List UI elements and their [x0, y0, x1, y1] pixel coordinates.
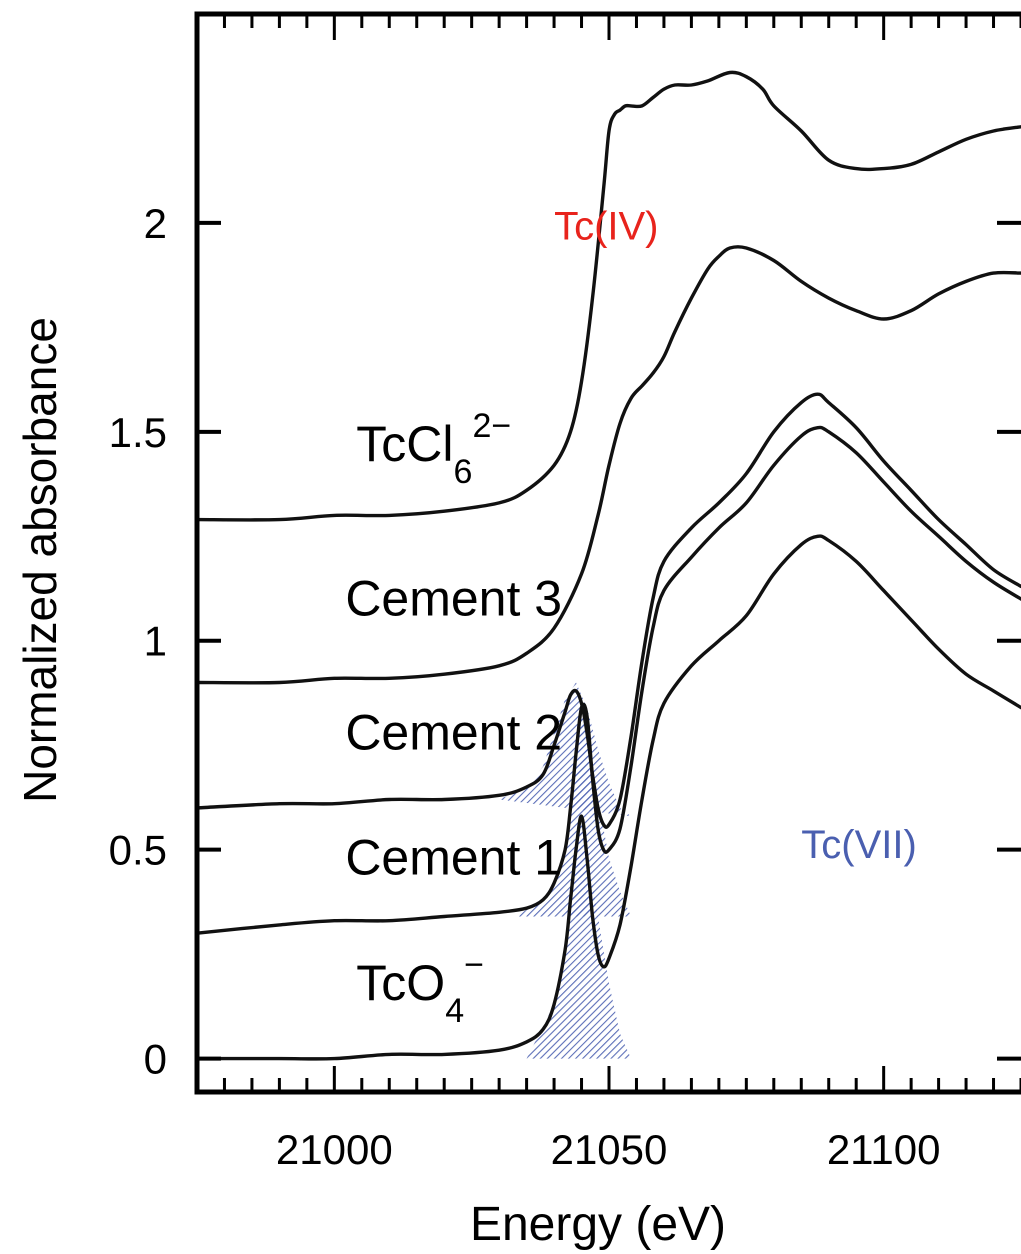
y-tick-label: 0 [144, 1036, 167, 1083]
x-tick-label: 21000 [276, 1126, 393, 1173]
series-label-main: TcCl [356, 416, 453, 472]
axes-frame: 0 0.5 1 1.5 2 21000 21050 21100 [109, 11, 1021, 1173]
series-line-4 [195, 70, 1021, 522]
y-tick-label: 1 [144, 618, 167, 665]
series-label-0: TcO4− [356, 946, 484, 1030]
series-label-subscript: 6 [454, 453, 473, 491]
plot-frame [194, 11, 1021, 1095]
annotations: Tc(IV) Tc(VII) [554, 205, 917, 867]
y-tick-label: 1.5 [109, 409, 167, 456]
shaded-peak-0 [526, 816, 631, 1059]
series-line-2 [195, 392, 1021, 829]
series-label-3: Cement 3 [345, 571, 562, 627]
annotation-0: Tc(IV) [554, 205, 658, 249]
series-label-4: TcCl6 2− [356, 407, 511, 491]
series-label-main: TcO [356, 955, 445, 1011]
y-tick-label: 0.5 [109, 827, 167, 874]
series-label-superscript: − [464, 946, 484, 984]
series-label-main: Cement 3 [345, 571, 562, 627]
x-axis-title: Energy (eV) [470, 1198, 726, 1251]
y-tick-label: 2 [144, 200, 167, 247]
x-tick-label: 21100 [827, 1126, 941, 1173]
series-label-main: Cement 2 [345, 704, 562, 760]
annotation-1: Tc(VII) [801, 823, 917, 867]
series-line-3 [195, 244, 1021, 685]
series-label-superscript: 2− [472, 407, 511, 445]
series-lines [195, 70, 1021, 1061]
series-label-main: Cement 1 [345, 830, 562, 886]
series-label-subscript: 4 [445, 992, 464, 1030]
y-axis-title: Normalized absorbance [14, 317, 66, 803]
series-labels: TcO4− Cement 1 Cement 2 Cement 3 TcCl6 2− [345, 407, 562, 1030]
series-label-1: Cement 1 [345, 830, 562, 886]
x-tick-label: 21050 [551, 1126, 668, 1173]
shaded-peak-1 [515, 707, 631, 917]
series-label-2: Cement 2 [345, 704, 562, 760]
series-line-0 [195, 534, 1021, 1061]
series-line-1 [195, 425, 1021, 935]
